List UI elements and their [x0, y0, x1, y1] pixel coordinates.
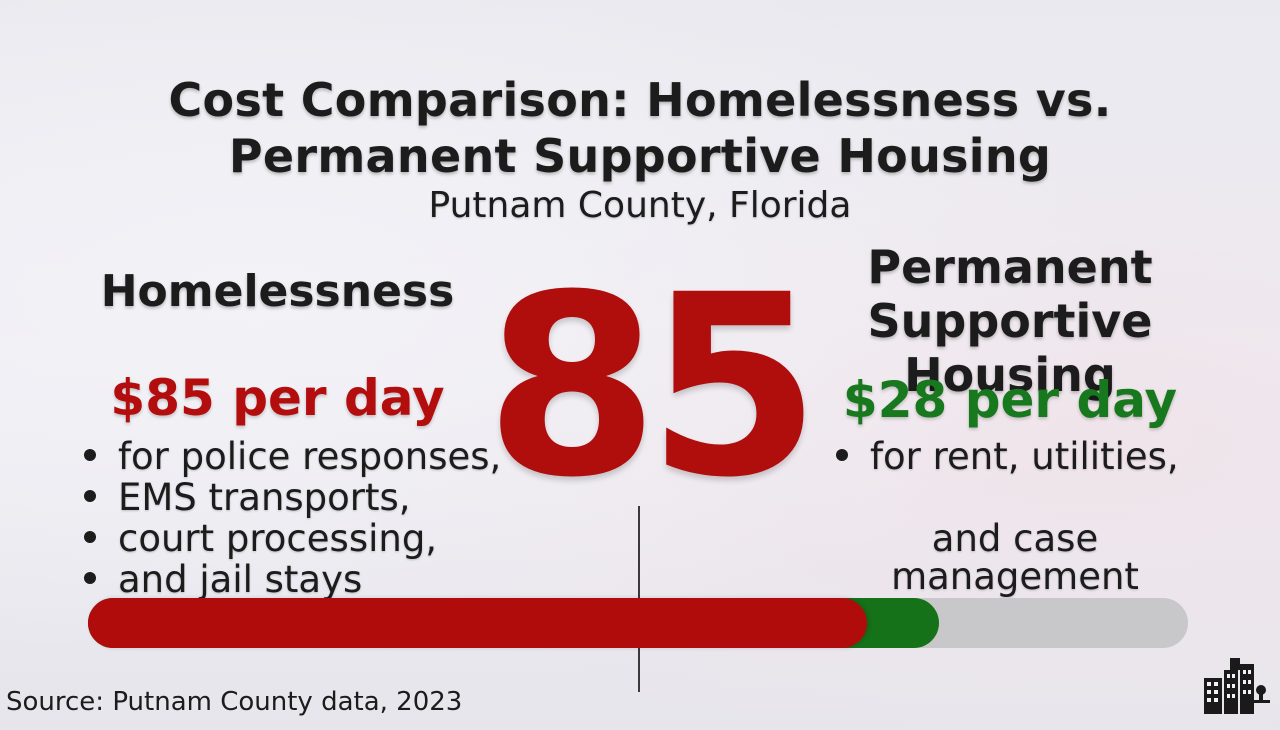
title-line-1: Cost Comparison: Homelessness vs. [168, 73, 1112, 127]
list-item-text: EMS transports, [118, 476, 411, 519]
housing-heading-line-1: Permanent [867, 240, 1153, 294]
list-item: for police responses, [84, 436, 524, 477]
bullet-icon [836, 448, 848, 461]
list-item-text: and jail stays [118, 558, 363, 601]
housing-item-continued: and case management [891, 517, 1139, 598]
housing-heading-line-2: Supportive Housing [867, 294, 1153, 402]
housing-cost-item: for rent, utilities, [836, 436, 1256, 478]
source-note: Source: Putnam County data, 2023 [6, 687, 463, 717]
housing-heading: Permanent Supportive Housing [760, 240, 1260, 402]
list-item-text: for police responses, [118, 435, 502, 478]
highlight-number: 85 [485, 241, 821, 532]
list-item-text: court processing, [118, 517, 438, 560]
bullet-icon [84, 448, 96, 461]
homelessness-heading: Homelessness [100, 266, 455, 317]
city-buildings-icon [1204, 658, 1270, 714]
page-title: Cost Comparison: Homelessness vs. Perman… [0, 72, 1280, 184]
bullet-icon [84, 571, 96, 584]
title-line-2: Permanent Supportive Housing [228, 129, 1052, 183]
housing-item-text: for rent, utilities, [870, 435, 1179, 478]
homelessness-cost: $85 per day [110, 369, 445, 427]
list-item: and jail stays [84, 559, 524, 600]
list-item: EMS transports, [84, 477, 524, 518]
homelessness-cost-list: for police responses, EMS transports, co… [84, 436, 524, 600]
housing-cost: $28 per day [842, 371, 1178, 429]
bullet-icon [84, 530, 96, 543]
homelessness-bar-segment [88, 598, 867, 648]
location-subtitle: Putnam County, Florida [428, 185, 852, 226]
bullet-icon [84, 489, 96, 502]
list-item: court processing, [84, 518, 524, 559]
